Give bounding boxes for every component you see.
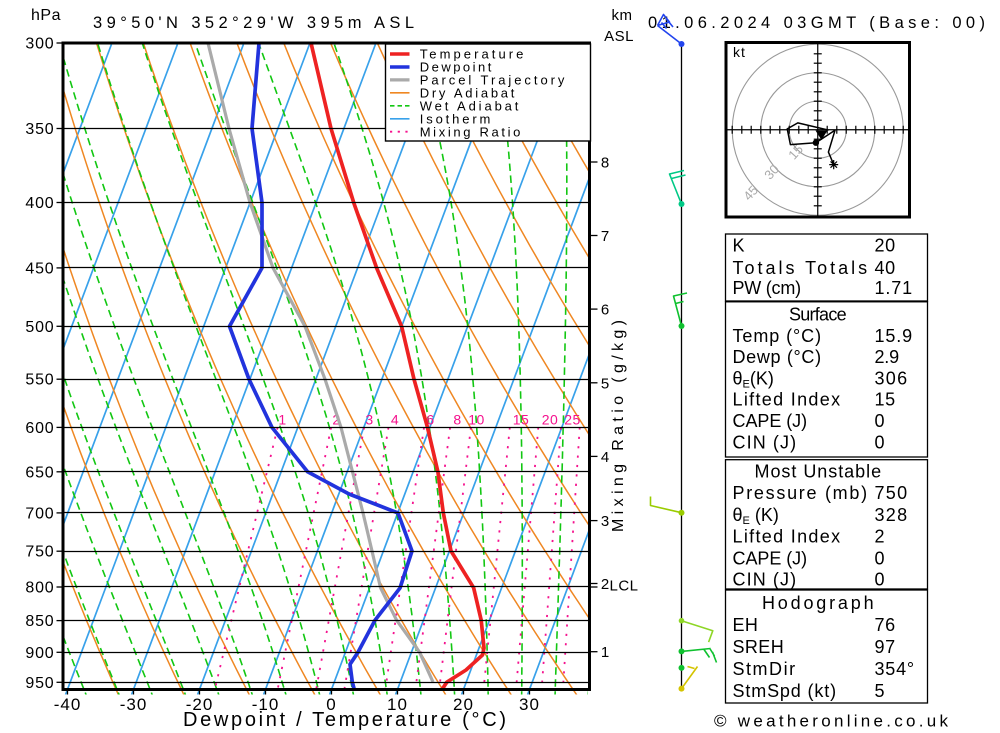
svg-text:-30: -30: [120, 695, 148, 714]
svg-text:Dewp (°C): Dewp (°C): [733, 347, 822, 367]
svg-text:kt: kt: [733, 44, 746, 60]
svg-text:354°: 354°: [875, 659, 915, 679]
svg-text:Dewpoint: Dewpoint: [420, 60, 492, 75]
svg-text:Most Unstable: Most Unstable: [755, 462, 882, 482]
svg-text:3: 3: [601, 513, 609, 530]
svg-text:600: 600: [25, 420, 54, 437]
svg-text:2.9: 2.9: [875, 347, 900, 367]
svg-text:10: 10: [387, 695, 408, 714]
svg-text:20: 20: [542, 412, 559, 428]
svg-text:1.71: 1.71: [875, 278, 913, 298]
svg-text:4: 4: [601, 449, 609, 466]
svg-text:Mixing Ratio (g/kg): Mixing Ratio (g/kg): [610, 320, 627, 532]
svg-text:30: 30: [519, 695, 540, 714]
svg-text:Lifted Index: Lifted Index: [733, 526, 841, 546]
svg-text:hPa: hPa: [31, 7, 61, 24]
svg-text:StmDir: StmDir: [733, 659, 796, 679]
svg-text:76: 76: [875, 615, 896, 635]
svg-text:2: 2: [875, 526, 885, 546]
svg-text:15: 15: [875, 390, 896, 410]
svg-text:328: 328: [875, 505, 908, 525]
svg-text:0: 0: [875, 411, 885, 431]
svg-text:8: 8: [453, 412, 461, 428]
svg-text:0: 0: [326, 695, 336, 714]
svg-text:SREH: SREH: [733, 637, 785, 657]
svg-text:15: 15: [513, 412, 530, 428]
svg-text:15.9: 15.9: [875, 326, 913, 346]
svg-text:40: 40: [875, 258, 896, 278]
svg-text:CAPE (J): CAPE (J): [733, 411, 808, 431]
svg-text:-10: -10: [252, 695, 280, 714]
svg-text:700: 700: [25, 505, 54, 522]
svg-text:Wet Adiabat: Wet Adiabat: [420, 98, 519, 113]
svg-text:97: 97: [875, 637, 896, 657]
svg-text:-40: -40: [54, 695, 82, 714]
svg-text:Pressure (mb): Pressure (mb): [733, 483, 868, 503]
svg-text:5: 5: [601, 375, 609, 392]
svg-text:8: 8: [601, 155, 609, 172]
svg-text:0: 0: [875, 432, 885, 452]
svg-text:Mixing Ratio: Mixing Ratio: [420, 124, 521, 139]
svg-text:1: 1: [601, 644, 609, 661]
svg-text:θE (K): θE (K): [733, 505, 779, 527]
svg-text:900: 900: [25, 645, 54, 662]
svg-text:800: 800: [25, 579, 54, 596]
svg-text:3: 3: [365, 412, 373, 428]
svg-text:400: 400: [25, 195, 54, 212]
svg-text:Dry Adiabat: Dry Adiabat: [420, 85, 515, 100]
svg-text:Lifted Index: Lifted Index: [733, 390, 841, 410]
svg-text:2: 2: [601, 576, 609, 593]
svg-text:Isotherm: Isotherm: [420, 111, 491, 126]
svg-text:LCL: LCL: [610, 578, 639, 595]
svg-text:0: 0: [875, 570, 885, 590]
svg-text:01.06.2024 03GMT (Base: 00): 01.06.2024 03GMT (Base: 00): [648, 14, 985, 32]
svg-text:500: 500: [25, 319, 54, 336]
svg-text:K: K: [733, 235, 745, 255]
svg-text:-20: -20: [186, 695, 214, 714]
svg-text:750: 750: [875, 483, 908, 503]
svg-text:θE(K): θE(K): [733, 368, 774, 390]
svg-text:CIN (J): CIN (J): [733, 432, 797, 452]
svg-text:20: 20: [453, 695, 474, 714]
svg-text:950: 950: [25, 675, 54, 692]
svg-text:850: 850: [25, 613, 54, 630]
svg-text:450: 450: [25, 260, 54, 277]
svg-text:350: 350: [25, 121, 54, 138]
svg-text:4: 4: [391, 412, 399, 428]
svg-text:6: 6: [601, 302, 609, 319]
svg-text:EH: EH: [733, 615, 759, 635]
svg-text:550: 550: [25, 372, 54, 389]
svg-text:Dewpoint / Temperature (°C): Dewpoint / Temperature (°C): [183, 709, 506, 731]
svg-text:20: 20: [875, 235, 896, 255]
svg-text:km: km: [612, 7, 633, 24]
svg-text:CIN (J): CIN (J): [733, 570, 797, 590]
svg-text:7: 7: [601, 228, 609, 245]
svg-text:Hodograph: Hodograph: [762, 593, 874, 613]
svg-text:CAPE (J): CAPE (J): [733, 548, 808, 568]
svg-text:5: 5: [875, 681, 885, 701]
svg-text:ASL: ASL: [604, 28, 634, 45]
svg-text:650: 650: [25, 464, 54, 481]
svg-text:300: 300: [25, 36, 54, 53]
svg-text:750: 750: [25, 544, 54, 561]
svg-text:1: 1: [278, 412, 286, 428]
svg-text:0: 0: [875, 548, 885, 568]
svg-text:StmSpd (kt): StmSpd (kt): [733, 681, 837, 701]
svg-text:6: 6: [426, 412, 434, 428]
svg-text:25: 25: [564, 412, 581, 428]
svg-text:Totals Totals: Totals Totals: [733, 258, 868, 278]
svg-text:2: 2: [332, 412, 340, 428]
svg-text:306: 306: [875, 368, 908, 388]
svg-text:Surface: Surface: [789, 305, 847, 325]
svg-text:PW (cm): PW (cm): [733, 278, 802, 298]
svg-text:Temp (°C): Temp (°C): [733, 326, 822, 346]
svg-text:10: 10: [468, 412, 485, 428]
